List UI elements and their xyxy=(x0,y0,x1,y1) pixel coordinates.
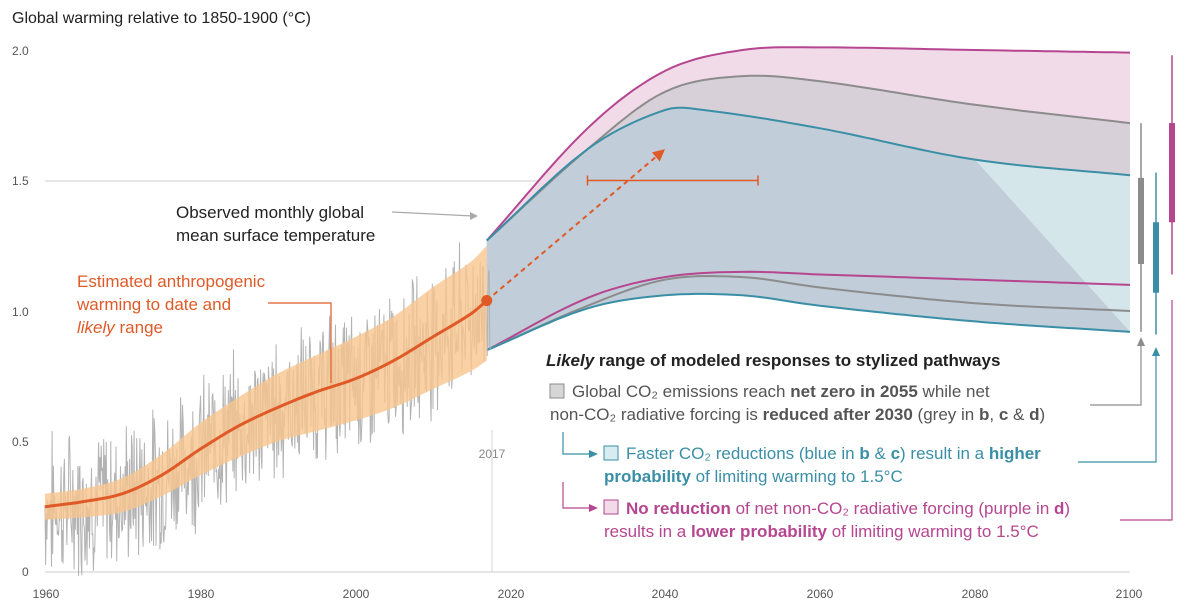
projection-arrow-line xyxy=(486,148,666,302)
blue-upper-line xyxy=(486,106,1131,242)
projection-arrowhead xyxy=(651,149,665,162)
x-tick-label: 2040 xyxy=(652,587,679,601)
legend-text: while net xyxy=(918,382,990,401)
legend-title-likely: Likely xyxy=(546,351,596,370)
legend-text: results in a xyxy=(604,522,691,541)
core-band xyxy=(486,107,1130,351)
y-tick-label: 2.0 xyxy=(12,44,29,58)
legend-text: of net non-CO₂ radiative forcing (purple… xyxy=(731,499,1054,518)
anthro-likely-italic: likely xyxy=(77,318,116,337)
legend-text-bold: c xyxy=(999,405,1008,424)
grey-connector xyxy=(1090,345,1142,406)
year-2017-label: 2017 xyxy=(479,447,506,461)
y-tick-label: 0.5 xyxy=(12,435,29,449)
legend-text: ) xyxy=(1039,405,1045,424)
legend-title-rest: range of modeled responses to stylized p… xyxy=(594,351,1000,370)
x-tick-label: 2100 xyxy=(1116,587,1143,601)
anthro-leader-line xyxy=(268,302,332,383)
legend-blue-swatch xyxy=(603,445,619,461)
legend-text: ) xyxy=(1064,499,1070,518)
legend-purple-line1: No reduction of net non-CO₂ radiative fo… xyxy=(626,499,1070,518)
legend-text: & xyxy=(1008,405,1029,424)
purple-range-box xyxy=(1169,123,1175,223)
legend-blue-line1: Faster CO₂ reductions (blue in b & c) re… xyxy=(626,444,1041,463)
legend-grey-line1: Global CO₂ emissions reach net zero in 2… xyxy=(572,382,990,401)
legend-text: of limiting warming to 1.5°C xyxy=(827,522,1039,541)
y-tick-label: 1.5 xyxy=(12,174,29,188)
observed-leader-arrowhead xyxy=(470,212,478,220)
purple-upper-line xyxy=(486,46,1131,242)
anthro-range-text: range xyxy=(115,318,163,337)
grey-range-box xyxy=(1138,177,1144,265)
legend-text: Global CO₂ emissions reach xyxy=(572,382,790,401)
purple-connector xyxy=(1120,300,1173,521)
anthro-label-line3: likely range xyxy=(77,318,163,337)
x-tick-label: 1980 xyxy=(188,587,215,601)
anthro-warming-line xyxy=(44,299,488,509)
legend-title: Likely range of modeled responses to sty… xyxy=(546,351,1000,370)
legend-text-bold: b xyxy=(859,444,869,463)
legend-text-bold: net zero in 2055 xyxy=(790,382,918,401)
chart-title: Global warming relative to 1850-1900 (°C… xyxy=(12,10,311,27)
grey-connector-arrowhead xyxy=(1137,337,1145,346)
x-tick-label: 2080 xyxy=(962,587,989,601)
legend-blue-line2: probability of limiting warming to 1.5°C xyxy=(604,467,903,486)
y-tick-label: 1.0 xyxy=(12,305,29,319)
purple-link-line xyxy=(562,482,590,509)
observed-leader-line xyxy=(391,211,474,217)
grey-lower-line xyxy=(486,274,1131,352)
anthropogenic-series xyxy=(44,148,759,520)
x-tick-label: 2060 xyxy=(807,587,834,601)
anthro-likely-band xyxy=(45,245,487,520)
blue-link-line xyxy=(562,432,590,455)
blue-lower-line xyxy=(486,292,1131,352)
purple-link-arrowhead xyxy=(589,504,598,512)
legend-text: , xyxy=(989,405,998,424)
x-tick-label: 2000 xyxy=(343,587,370,601)
x-tick-label: 1960 xyxy=(33,587,60,601)
blue-range-box xyxy=(1153,222,1159,293)
pathway-bands xyxy=(486,46,1131,352)
legend-purple-line2: results in a lower probability of limiti… xyxy=(604,522,1039,541)
legend-text: non-CO₂ radiative forcing is xyxy=(550,405,763,424)
legend-text-bold: reduced after 2030 xyxy=(763,405,913,424)
anthro-label-line2: warming to date and xyxy=(76,295,231,314)
legend-purple-swatch xyxy=(603,499,619,515)
legend-text-bold: lower probability xyxy=(691,522,828,541)
blue-connector-arrowhead xyxy=(1152,347,1160,356)
legend-text-bold: d xyxy=(1054,499,1064,518)
y-tick-label: 0 xyxy=(22,565,29,579)
legend-text-bold: probability xyxy=(604,467,691,486)
legend-text-bold: c xyxy=(891,444,900,463)
observed-label-line2: mean surface temperature xyxy=(176,226,375,245)
anthro-label-line1: Estimated anthropogenic xyxy=(77,272,266,291)
x-tick-label: 2020 xyxy=(498,587,525,601)
legend-text: of limiting warming to 1.5°C xyxy=(691,467,903,486)
legend-text: Faster CO₂ reductions (blue in xyxy=(626,444,859,463)
legend-text-bold: No reduction xyxy=(626,499,731,518)
purple-lower-line xyxy=(486,270,1131,351)
range-bars-2100 xyxy=(1138,55,1175,335)
y-axis: 2.0 1.5 1.0 0.5 0 xyxy=(12,44,29,579)
legend-text-bold: b xyxy=(979,405,989,424)
observed-label-line1: Observed monthly global xyxy=(176,203,364,222)
legend-text: ) result in a xyxy=(900,444,989,463)
legend-text-bold: higher xyxy=(989,444,1041,463)
legend-text-bold: d xyxy=(1029,405,1039,424)
x-axis-ticks: 1960 1980 2000 2020 2040 2060 2080 2100 xyxy=(33,587,1143,601)
blue-link-arrowhead xyxy=(589,450,598,458)
legend-text: & xyxy=(870,444,891,463)
blue-connector xyxy=(1078,355,1157,463)
legend-grey-line2: non-CO₂ radiative forcing is reduced aft… xyxy=(550,405,1045,424)
legend-text: (grey in xyxy=(913,405,979,424)
legend-grey-swatch xyxy=(549,383,565,399)
